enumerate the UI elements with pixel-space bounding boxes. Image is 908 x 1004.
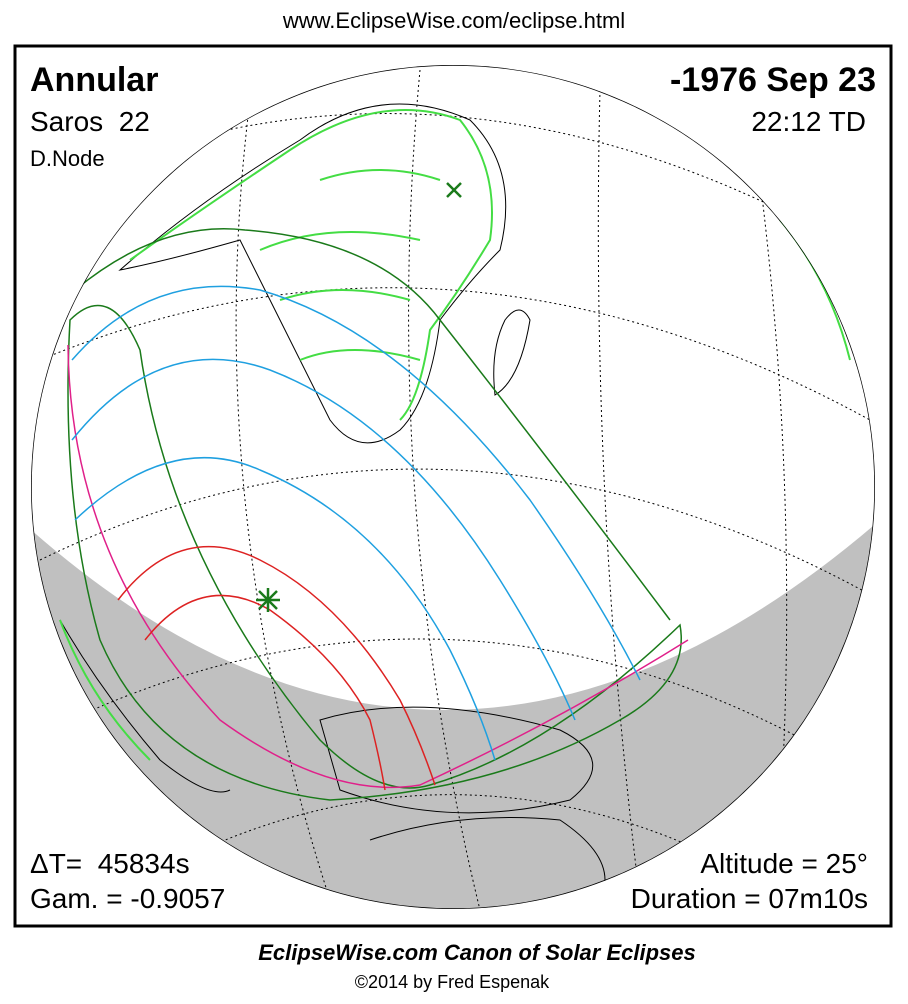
gamma: Gam. = -0.9057	[30, 883, 225, 914]
graticule	[39, 69, 875, 909]
copyright: ©2014 by Fred Espenak	[355, 972, 550, 992]
globe	[31, 65, 875, 909]
duration: Duration = 07m10s	[631, 883, 868, 914]
rise-set-curve	[67, 344, 689, 789]
eclipse-type: Annular	[30, 61, 158, 99]
penumbra-limit	[67, 304, 682, 801]
time: 22:12 TD	[751, 106, 866, 137]
night-side	[31, 520, 875, 909]
greatest-eclipse	[256, 182, 462, 612]
magnitude-curves	[71, 285, 641, 761]
delta-t: ΔT= 45834s	[30, 848, 190, 879]
altitude: Altitude = 25°	[700, 848, 868, 879]
date: -1976 Sep 23	[670, 61, 876, 99]
saros: Saros 22	[30, 106, 150, 137]
node: D.Node	[30, 146, 105, 171]
central-path	[117, 545, 436, 791]
coastlines	[59, 103, 606, 901]
url: www.EclipseWise.com/eclipse.html	[282, 8, 625, 33]
footer-title: EclipseWise.com Canon of Solar Eclipses	[258, 940, 696, 965]
